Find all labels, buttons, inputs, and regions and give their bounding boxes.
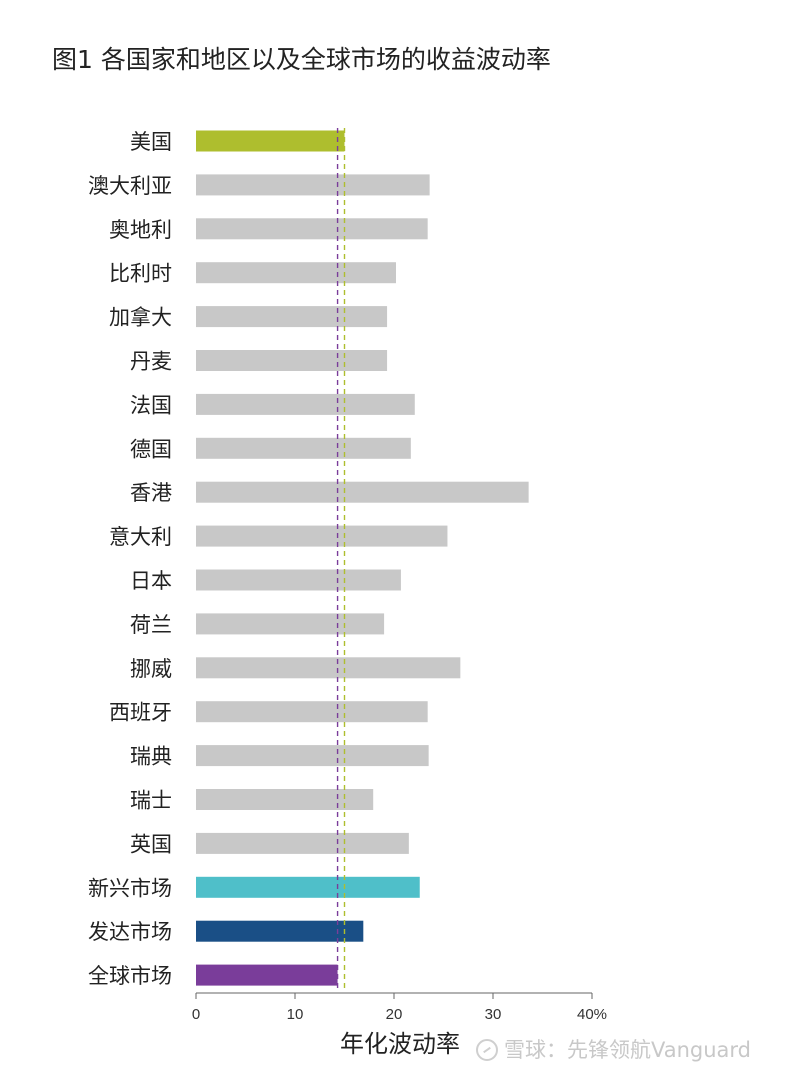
bars-layer bbox=[196, 130, 529, 986]
category-label-4: 加拿大 bbox=[109, 306, 172, 330]
category-label-7: 德国 bbox=[130, 437, 172, 461]
bar-3 bbox=[196, 262, 396, 284]
category-label-9: 意大利 bbox=[109, 525, 172, 549]
chart-title: 图1 各国家和地区以及全球市场的收益波动率 bbox=[52, 45, 551, 74]
bar-17 bbox=[196, 876, 420, 898]
bar-6 bbox=[196, 393, 415, 415]
category-label-3: 比利时 bbox=[109, 262, 172, 286]
category-label-5: 丹麦 bbox=[130, 350, 172, 374]
category-label-11: 荷兰 bbox=[130, 613, 172, 637]
bar-11 bbox=[196, 613, 385, 635]
category-label-2: 奥地利 bbox=[109, 218, 172, 242]
bar-13 bbox=[196, 701, 428, 723]
category-label-1: 澳大利亚 bbox=[88, 174, 172, 198]
bar-18 bbox=[196, 920, 364, 942]
category-label-19: 全球市场 bbox=[88, 964, 172, 988]
bar-14 bbox=[196, 745, 429, 767]
category-label-6: 法国 bbox=[130, 393, 172, 417]
bar-12 bbox=[196, 657, 461, 679]
category-label-17: 新兴市场 bbox=[88, 876, 172, 900]
category-label-0: 美国 bbox=[130, 130, 172, 154]
snowball-logo-icon bbox=[476, 1039, 498, 1061]
x-axis-label: 年化波动率 bbox=[340, 1030, 460, 1058]
bar-9 bbox=[196, 525, 448, 547]
category-label-16: 英国 bbox=[130, 832, 172, 856]
x-tick-label-1: 10 bbox=[287, 1006, 304, 1023]
bar-5 bbox=[196, 350, 388, 371]
bar-19 bbox=[196, 964, 338, 986]
x-tick-label-4: 40% bbox=[577, 1006, 607, 1023]
category-labels: 美国澳大利亚奥地利比利时加拿大丹麦法国德国香港意大利日本荷兰挪威西班牙瑞典瑞士英… bbox=[88, 130, 172, 988]
category-label-10: 日本 bbox=[130, 569, 172, 593]
category-label-12: 挪威 bbox=[130, 657, 172, 681]
bar-10 bbox=[196, 569, 401, 591]
category-label-8: 香港 bbox=[130, 481, 172, 505]
watermark-text: 雪球：先锋领航Vanguard bbox=[504, 1038, 752, 1062]
x-axis: 0 10 20 30 40% 年化波动率 bbox=[192, 992, 607, 1058]
x-tick-label-3: 30 bbox=[485, 1006, 502, 1023]
category-label-15: 瑞士 bbox=[130, 789, 172, 813]
category-label-13: 西班牙 bbox=[109, 701, 172, 725]
bar-2 bbox=[196, 218, 428, 240]
bar-7 bbox=[196, 437, 411, 459]
bar-0 bbox=[196, 130, 345, 152]
category-label-18: 发达市场 bbox=[88, 920, 172, 944]
x-tick-label-0: 0 bbox=[192, 1006, 200, 1023]
bar-4 bbox=[196, 306, 388, 328]
reference-lines bbox=[336, 128, 346, 989]
x-tick-label-2: 20 bbox=[386, 1006, 403, 1023]
bar-8 bbox=[196, 481, 529, 503]
bar-16 bbox=[196, 832, 409, 854]
watermark: 雪球：先锋领航Vanguard bbox=[476, 1034, 751, 1064]
bar-1 bbox=[196, 174, 430, 196]
category-label-14: 瑞典 bbox=[130, 745, 172, 769]
bar-15 bbox=[196, 789, 374, 810]
